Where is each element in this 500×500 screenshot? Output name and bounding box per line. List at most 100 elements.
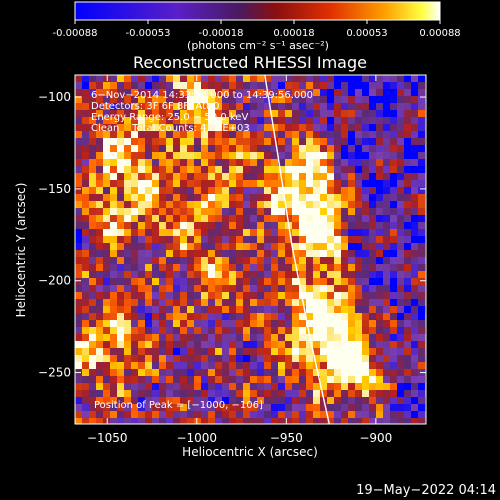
heatmap-cell — [243, 334, 251, 342]
heatmap-cell — [82, 243, 90, 251]
heatmap-cell — [348, 348, 356, 356]
heatmap-cell — [341, 320, 349, 328]
heatmap-cell — [124, 278, 132, 286]
heatmap-cell — [299, 75, 307, 83]
heatmap-cell — [152, 236, 160, 244]
heatmap-cell — [110, 397, 118, 405]
axes: −1050 −1000 −950 −900−100−150−200−250 — [38, 75, 426, 445]
heatmap-cell — [264, 166, 272, 174]
heatmap-cell — [250, 180, 258, 188]
heatmap-cell — [82, 320, 90, 328]
heatmap-cell — [418, 341, 426, 349]
heatmap-cell — [362, 411, 370, 419]
heatmap-cell — [208, 369, 216, 377]
heatmap-cell — [215, 348, 223, 356]
heatmap-cell — [82, 313, 90, 321]
heatmap-cell — [362, 103, 370, 111]
heatmap-cell — [222, 257, 230, 265]
heatmap-cell — [229, 222, 237, 230]
heatmap-cell — [264, 159, 272, 167]
heatmap-cell — [376, 397, 384, 405]
heatmap-cell — [89, 362, 97, 370]
heatmap-cell — [299, 313, 307, 321]
heatmap-cell — [292, 292, 300, 300]
heatmap-cell — [397, 397, 405, 405]
heatmap-cell — [159, 383, 167, 391]
heatmap-cell — [250, 173, 258, 181]
heatmap-cell — [397, 180, 405, 188]
heatmap-cell — [208, 320, 216, 328]
heatmap-cell — [96, 110, 104, 118]
heatmap-cell — [110, 285, 118, 293]
heatmap-cell — [201, 292, 209, 300]
heatmap-cell — [222, 397, 230, 405]
heatmap-cell — [285, 173, 293, 181]
heatmap-cell — [89, 110, 97, 118]
heatmap-cell — [173, 96, 181, 104]
heatmap-cell — [145, 159, 153, 167]
heatmap-cell — [362, 222, 370, 230]
heatmap-cell — [404, 369, 412, 377]
heatmap-cell — [285, 313, 293, 321]
heatmap-cell — [138, 173, 146, 181]
heatmap-cell — [180, 131, 188, 139]
heatmap-cell — [404, 327, 412, 335]
heatmap-cell — [390, 390, 398, 398]
heatmap-cell — [341, 271, 349, 279]
heatmap-cell — [201, 418, 209, 424]
heatmap-cell — [376, 215, 384, 223]
heatmap-cell — [418, 110, 426, 118]
heatmap-cell — [180, 201, 188, 209]
heatmap-cell — [201, 376, 209, 384]
heatmap-cell — [404, 334, 412, 342]
heatmap-cell — [390, 313, 398, 321]
heatmap-cell — [82, 166, 90, 174]
heatmap-cell — [341, 411, 349, 419]
heatmap-cell — [285, 334, 293, 342]
heatmap-cell — [264, 243, 272, 251]
heatmap-cell — [257, 117, 265, 125]
heatmap-cell — [89, 82, 97, 90]
heatmap-cell — [299, 292, 307, 300]
heatmap-cell — [299, 173, 307, 181]
heatmap-cell — [145, 145, 153, 153]
heatmap-cell — [250, 285, 258, 293]
heatmap-cell — [131, 278, 139, 286]
heatmap-cell — [82, 89, 90, 97]
heatmap-cell — [208, 397, 216, 405]
heatmap-cell — [215, 397, 223, 405]
heatmap-cell — [152, 215, 160, 223]
heatmap-cell — [215, 355, 223, 363]
heatmap-cell — [362, 348, 370, 356]
heatmap-cell — [376, 355, 384, 363]
heatmap-cell — [383, 334, 391, 342]
heatmap-cell — [418, 362, 426, 370]
heatmap-cell — [138, 75, 146, 83]
heatmap-cell — [152, 348, 160, 356]
heatmap-cell — [208, 131, 216, 139]
heatmap-cell — [117, 369, 125, 377]
heatmap-cell — [208, 89, 216, 97]
heatmap-cell — [131, 306, 139, 314]
heatmap-cell — [250, 236, 258, 244]
heatmap-cell — [180, 236, 188, 244]
heatmap-cell — [362, 75, 370, 83]
heatmap-cell — [264, 271, 272, 279]
heatmap-cell — [369, 411, 377, 419]
heatmap-cell — [243, 208, 251, 216]
heatmap-cell — [271, 243, 279, 251]
heatmap-cell — [117, 208, 125, 216]
heatmap-cell — [103, 369, 111, 377]
heatmap-cell — [348, 89, 356, 97]
heatmap-cell — [404, 390, 412, 398]
heatmap-cell — [166, 397, 174, 405]
heatmap-cell — [404, 306, 412, 314]
heatmap-cell — [117, 222, 125, 230]
heatmap-cell — [110, 383, 118, 391]
heatmap-cell — [124, 376, 132, 384]
heatmap-cell — [285, 327, 293, 335]
heatmap-cell — [187, 411, 195, 419]
heatmap-cell — [159, 201, 167, 209]
heatmap-cell — [376, 145, 384, 153]
heatmap-cell — [327, 89, 335, 97]
